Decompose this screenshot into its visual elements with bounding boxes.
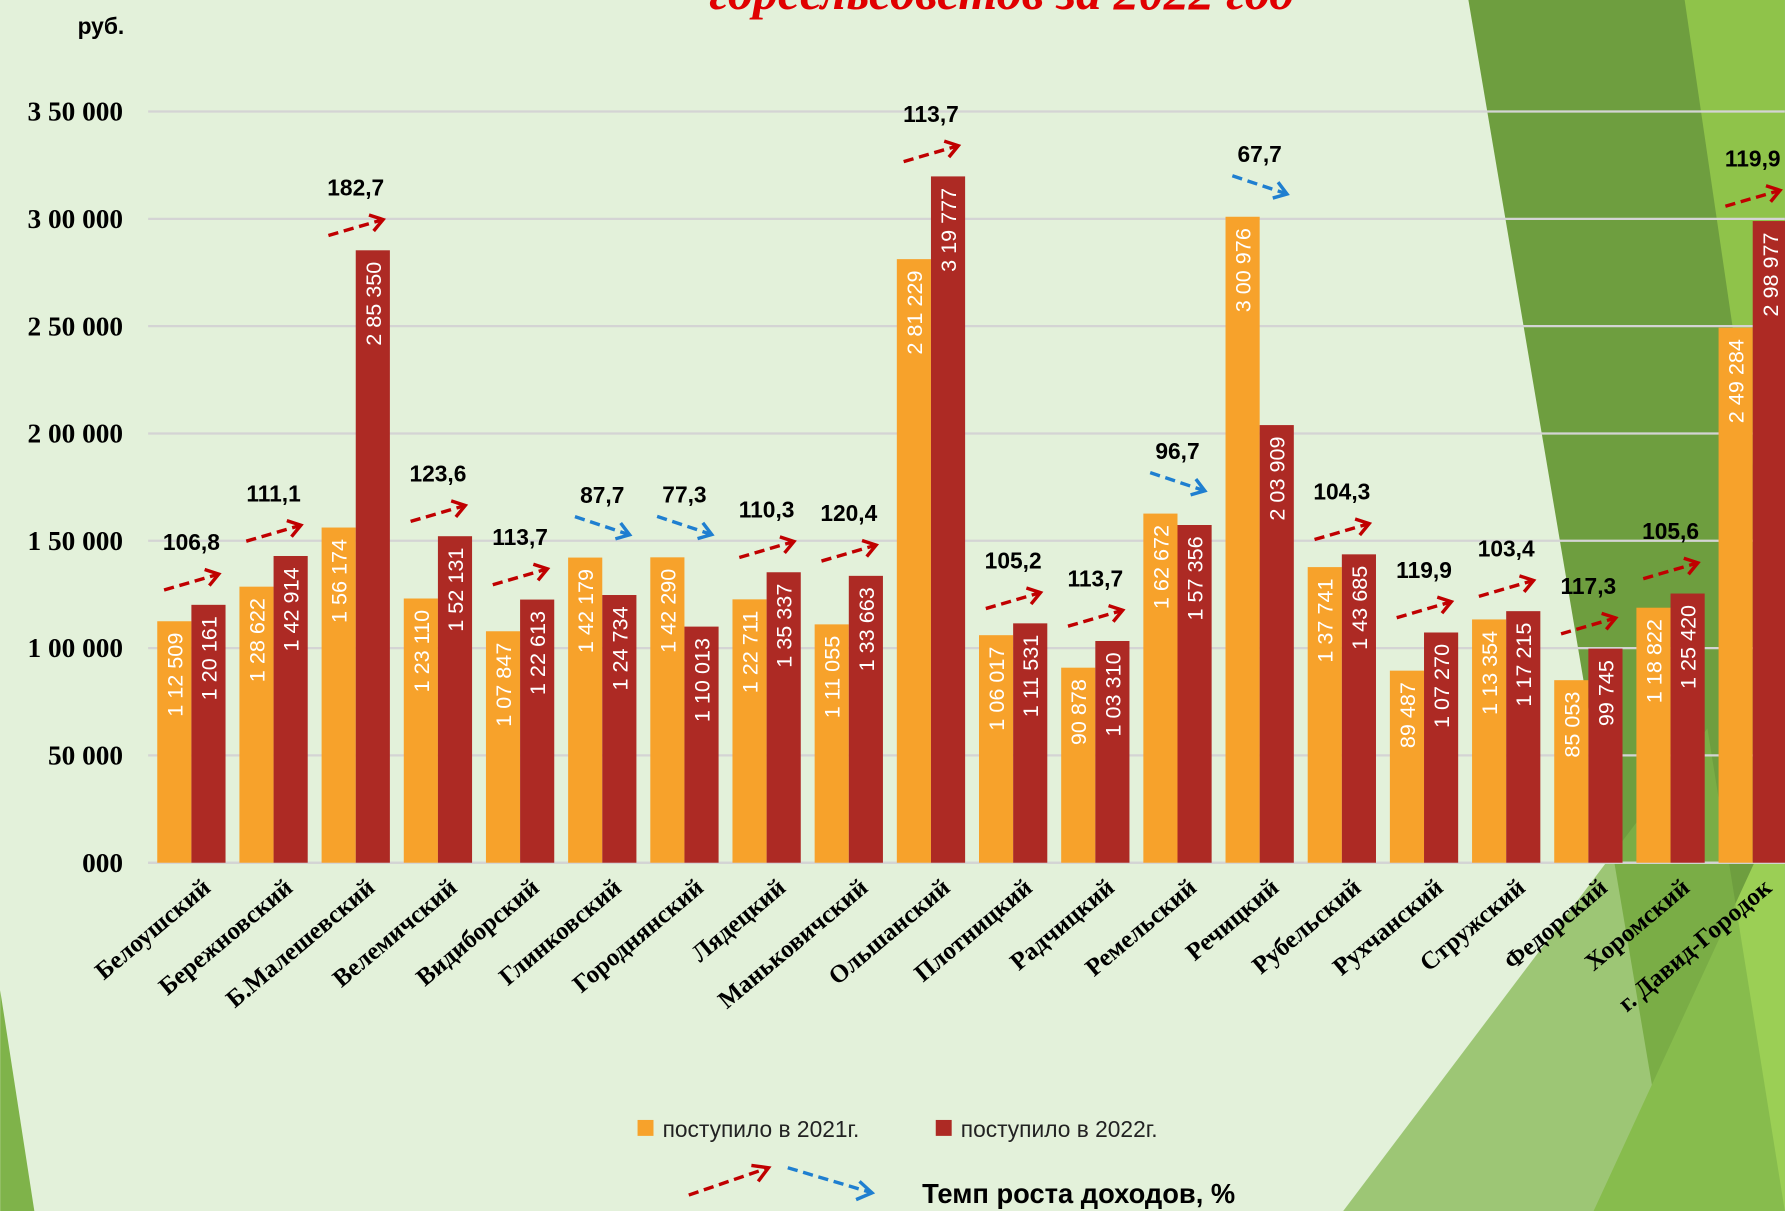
data-label: 2 98 977: [1758, 232, 1783, 316]
data-label: 1 03 310: [1100, 652, 1125, 736]
growth-label: 113,7: [492, 524, 548, 550]
legend-swatch: [936, 1120, 952, 1136]
data-label: 1 07 847: [491, 643, 516, 727]
data-label: 1 62 672: [1148, 525, 1173, 609]
y-tick-label: 2 00 000: [28, 419, 124, 449]
growth-label: 182,7: [327, 175, 384, 201]
data-label: 1 42 914: [279, 567, 304, 651]
data-label: 2 85 350: [361, 262, 386, 346]
growth-label: 105,6: [1642, 518, 1699, 544]
legend-label: поступило в 2022г.: [961, 1116, 1158, 1142]
data-label: 1 17 215: [1511, 623, 1536, 707]
data-label: 1 10 013: [689, 638, 714, 722]
growth-label: 105,2: [985, 548, 1042, 574]
data-label: 1 13 354: [1477, 631, 1502, 715]
growth-label: 120,4: [820, 500, 877, 526]
y-tick-label: 3 00 000: [28, 204, 124, 234]
data-label: 1 43 685: [1347, 566, 1372, 650]
bar: [931, 176, 965, 862]
growth-label: 111,1: [246, 480, 301, 506]
data-label: 89 487: [1395, 682, 1420, 748]
legend-label: поступило в 2021г.: [663, 1116, 860, 1142]
data-label: 1 23 110: [409, 610, 434, 693]
growth-label: 113,7: [903, 101, 959, 127]
y-tick-label: 1 00 000: [28, 633, 124, 663]
data-label: 1 35 337: [772, 584, 797, 668]
data-label: 1 11 531: [1018, 635, 1043, 718]
y-tick-label: 3 50 000: [28, 97, 124, 127]
growth-label: 110,3: [739, 497, 795, 523]
data-label: 1 22 613: [525, 611, 550, 695]
data-label: 1 42 290: [655, 569, 680, 653]
data-label: 1 33 663: [854, 587, 879, 671]
growth-legend: Темп роста доходов, %: [922, 1178, 1235, 1209]
data-label: 1 57 356: [1183, 536, 1208, 620]
growth-label: 113,7: [1067, 565, 1123, 591]
growth-label: 119,9: [1725, 145, 1781, 171]
growth-label: 123,6: [409, 461, 466, 487]
chart: горсельсоветов за 2022 год руб. поступил…: [0, 0, 1785, 1211]
y-tick-label: 1 50 000: [28, 526, 124, 556]
data-label: 1 56 174: [327, 539, 352, 623]
growth-label: 77,3: [662, 482, 706, 508]
page: {"chart_data": { "type": "bar", "title":…: [0, 0, 1785, 1211]
data-label: 1 20 161: [196, 616, 221, 700]
y-tick-label: 2 50 000: [28, 311, 124, 341]
y-tick-label: 000: [82, 848, 123, 878]
data-label: 90 878: [1066, 679, 1091, 745]
data-label: 1 52 131: [443, 548, 468, 632]
data-label: 2 03 909: [1265, 436, 1290, 520]
growth-label: 67,7: [1238, 141, 1282, 167]
data-label: 1 28 622: [244, 598, 269, 682]
data-label: 1 07 270: [1429, 644, 1454, 728]
growth-label: 87,7: [580, 482, 624, 508]
data-label: 1 25 420: [1676, 605, 1701, 689]
bar: [1226, 217, 1260, 863]
growth-label: 106,8: [163, 529, 220, 555]
growth-label: 119,9: [1396, 557, 1452, 583]
growth-label: 96,7: [1155, 438, 1199, 464]
y-tick-label: 50 000: [48, 741, 123, 771]
data-label: 1 42 179: [573, 569, 598, 653]
data-label: 3 00 976: [1231, 228, 1256, 312]
data-label: 99 745: [1593, 660, 1618, 726]
data-label: 3 19 777: [936, 188, 961, 272]
data-label: 1 24 734: [607, 606, 632, 690]
growth-label: 117,3: [1561, 573, 1617, 599]
growth-label: 103,4: [1478, 536, 1535, 562]
data-label: 2 49 284: [1724, 339, 1749, 423]
data-label: 1 22 711: [738, 611, 763, 694]
data-label: 1 37 741: [1313, 578, 1338, 662]
legend-swatch: [638, 1120, 654, 1136]
chart-title: горсельсоветов за 2022 год: [709, 0, 1294, 20]
bar: [1753, 221, 1785, 863]
data-label: 1 18 822: [1641, 619, 1666, 703]
data-label: 1 12 509: [162, 633, 187, 717]
data-label: 1 06 017: [984, 647, 1009, 731]
data-label: 2 81 229: [902, 271, 927, 355]
data-label: 1 11 055: [820, 636, 845, 719]
data-label: 85 053: [1559, 692, 1584, 758]
growth-label: 104,3: [1313, 479, 1370, 505]
y-axis-label: руб.: [78, 13, 125, 39]
